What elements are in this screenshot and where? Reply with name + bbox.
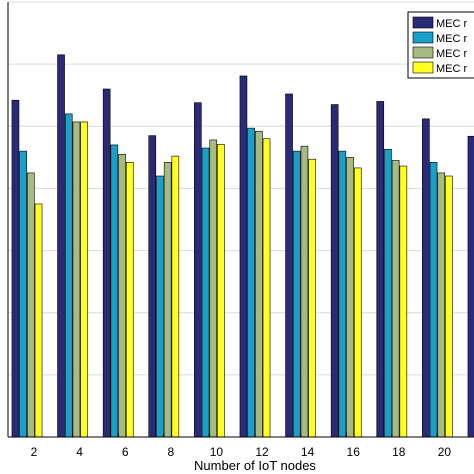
bar: [148, 135, 157, 438]
bar: [217, 144, 225, 438]
legend-swatch: [412, 61, 434, 74]
bar: [102, 88, 111, 438]
bar: [239, 75, 248, 438]
x-tick-label: 10: [210, 445, 224, 459]
x-tick-label: 12: [255, 445, 269, 459]
axes: [7, 2, 474, 438]
legend-swatch: [412, 16, 434, 29]
bar: [338, 150, 347, 438]
x-tick-label: 20: [438, 445, 452, 459]
bar: [34, 203, 43, 438]
bar: [19, 150, 27, 438]
bar: [27, 172, 35, 438]
bar: [110, 144, 119, 438]
x-ticks: 246810121416182022: [26, 433, 452, 459]
x-axis-label: Number of IoT nodes: [194, 458, 316, 473]
bar: [57, 54, 65, 438]
bar: [384, 148, 392, 438]
bar: [467, 135, 474, 438]
x-tick-label: 8: [167, 445, 174, 459]
legend-label: MEC r: [436, 18, 468, 30]
bar: [209, 139, 218, 438]
bar: [399, 165, 408, 438]
bar: [376, 101, 385, 438]
legend-swatch: [412, 46, 434, 59]
bar: [437, 172, 446, 438]
x-tick-label: 18: [392, 445, 406, 459]
bar: [300, 145, 309, 438]
bar: [11, 99, 20, 438]
legend-label: MEC r: [436, 48, 468, 60]
bar: [201, 147, 210, 438]
bar: [429, 162, 438, 438]
legend: MEC r MEC r MEC r MEC r: [407, 11, 474, 79]
bar: [391, 160, 400, 438]
bar: [163, 162, 172, 438]
x-tick-label: 2: [31, 445, 38, 459]
legend-swatch: [412, 31, 434, 44]
bar: [285, 93, 293, 438]
legend-label: MEC r: [436, 63, 468, 75]
bar: [72, 121, 81, 438]
bar: [346, 157, 354, 438]
bar: [194, 102, 202, 438]
bar: [156, 175, 164, 438]
bar: [80, 121, 88, 438]
bar: [247, 127, 255, 438]
x-tick-label: 6: [122, 445, 129, 459]
bar: [330, 104, 339, 438]
bar: [308, 158, 316, 438]
bar: [171, 155, 180, 438]
bars: [11, 54, 474, 438]
legend-label: MEC r: [436, 33, 468, 45]
bar: [445, 175, 453, 438]
x-tick-label: 14: [301, 445, 315, 459]
bar: [64, 113, 73, 438]
bar: [118, 153, 126, 438]
x-tick-label: 4: [76, 445, 83, 459]
bar: [353, 167, 362, 438]
x-tick-label: 16: [347, 445, 361, 459]
bar: [262, 138, 271, 438]
bar: [292, 150, 301, 438]
bar: [255, 130, 263, 438]
bar: [422, 118, 430, 438]
bar: [125, 162, 134, 438]
